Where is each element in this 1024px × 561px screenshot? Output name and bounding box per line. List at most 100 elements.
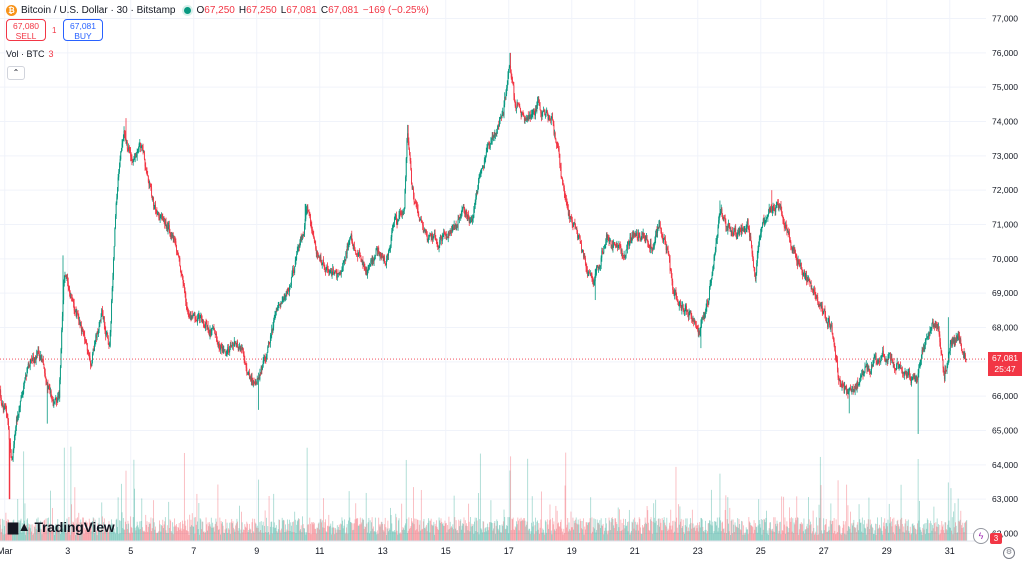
volume-bar	[429, 532, 431, 541]
volume-bar	[782, 530, 784, 541]
volume-bar	[300, 525, 302, 541]
volume-bar	[86, 522, 88, 541]
candle-body	[485, 155, 487, 160]
volume-bar	[573, 529, 575, 541]
candle-body	[876, 360, 878, 364]
candle-body	[922, 348, 924, 351]
volume-bar	[647, 522, 649, 541]
sell-button[interactable]: 67,080 SELL	[6, 19, 46, 41]
candle-body	[561, 178, 563, 181]
volume-bar	[626, 521, 628, 541]
volume-bar	[551, 534, 553, 541]
candle-body	[902, 372, 904, 374]
candle-body	[267, 346, 269, 353]
volume-bar	[439, 522, 441, 541]
buy-button[interactable]: 67,081 BUY	[63, 19, 103, 41]
volume-bar	[567, 517, 569, 541]
volume-bar	[323, 527, 325, 541]
volume-bar	[342, 520, 344, 541]
tradingview-logo[interactable]: ▆▲ TradingView	[8, 519, 115, 535]
candle-body	[497, 128, 498, 130]
volume-bar	[855, 532, 857, 541]
candle-body	[729, 227, 731, 229]
settings-icon[interactable]: ⚙	[1003, 547, 1015, 559]
candle-body	[860, 376, 862, 378]
volume-bar	[311, 522, 313, 541]
candle-body	[670, 270, 672, 272]
candle-body	[111, 287, 113, 301]
volume-bar	[747, 534, 749, 541]
volume-bar	[680, 518, 682, 541]
volume-bar	[688, 531, 690, 541]
volume-bar	[931, 530, 933, 541]
candle-body	[607, 237, 609, 238]
candle-body	[877, 360, 879, 363]
candle-body	[433, 234, 435, 238]
candle-body	[821, 305, 823, 309]
lightning-icon[interactable]: ϟ	[973, 528, 989, 544]
candle-body	[669, 259, 671, 271]
candle-body	[912, 375, 914, 379]
candle-body	[330, 268, 332, 271]
candle-body	[420, 219, 422, 221]
candle-body	[672, 289, 674, 293]
volume-bar	[199, 518, 201, 541]
volume-bar	[110, 525, 112, 541]
candle-body	[199, 315, 200, 319]
candle-body	[52, 400, 53, 401]
price-tick-label: 74,000	[992, 117, 1018, 127]
time-tick-label: 21	[630, 546, 640, 556]
volume-bar	[288, 523, 290, 541]
volume-bar	[189, 526, 191, 541]
volume-bar	[129, 533, 131, 541]
candle-body	[195, 319, 197, 321]
volume-bar	[734, 522, 736, 541]
candle-body	[733, 231, 735, 235]
volume-bar	[124, 521, 126, 541]
volume-bar	[904, 523, 906, 541]
candle-body	[124, 133, 126, 139]
volume-bar	[466, 523, 468, 541]
candle-body	[16, 419, 18, 421]
candle-body	[836, 359, 838, 370]
candle-body	[431, 234, 433, 238]
volume-bar	[631, 521, 633, 541]
symbol-title[interactable]: Bitcoin / U.S. Dollar · 30 · Bitstamp	[21, 4, 176, 16]
candle-body	[821, 305, 823, 312]
volume-bar	[933, 506, 935, 541]
candle-body	[206, 325, 208, 327]
sell-label: SELL	[15, 31, 37, 41]
candle-body	[667, 248, 669, 253]
candle-body	[75, 310, 76, 312]
candle-body	[712, 269, 714, 275]
time-tick-label: 29	[882, 546, 892, 556]
volume-bar	[160, 525, 162, 541]
volume-legend[interactable]: Vol · BTC 3	[6, 49, 54, 59]
volume-bar	[943, 530, 945, 541]
candle-body	[512, 79, 514, 83]
price-tick-label: 75,000	[992, 82, 1018, 92]
candle-body	[148, 181, 150, 186]
collapse-icon[interactable]: ⌃	[7, 66, 25, 80]
candle-body	[165, 222, 167, 227]
volume-bar	[699, 527, 701, 541]
candle-body	[958, 334, 960, 336]
volume-bar	[177, 527, 179, 541]
volume-bar	[413, 487, 414, 541]
volume-bar	[70, 446, 72, 541]
candle-body	[99, 320, 101, 322]
candle-body	[941, 353, 943, 355]
volume-bar	[581, 528, 582, 541]
volume-bar	[521, 519, 523, 541]
volume-bar	[666, 517, 668, 541]
volume-bar	[481, 532, 483, 541]
candle-body	[778, 205, 780, 208]
volume-bar	[844, 533, 846, 541]
volume-bar	[894, 534, 895, 541]
volume-bar	[75, 534, 76, 541]
candle-body	[261, 366, 263, 370]
volume-bar	[839, 526, 841, 541]
candle-body	[862, 371, 864, 376]
